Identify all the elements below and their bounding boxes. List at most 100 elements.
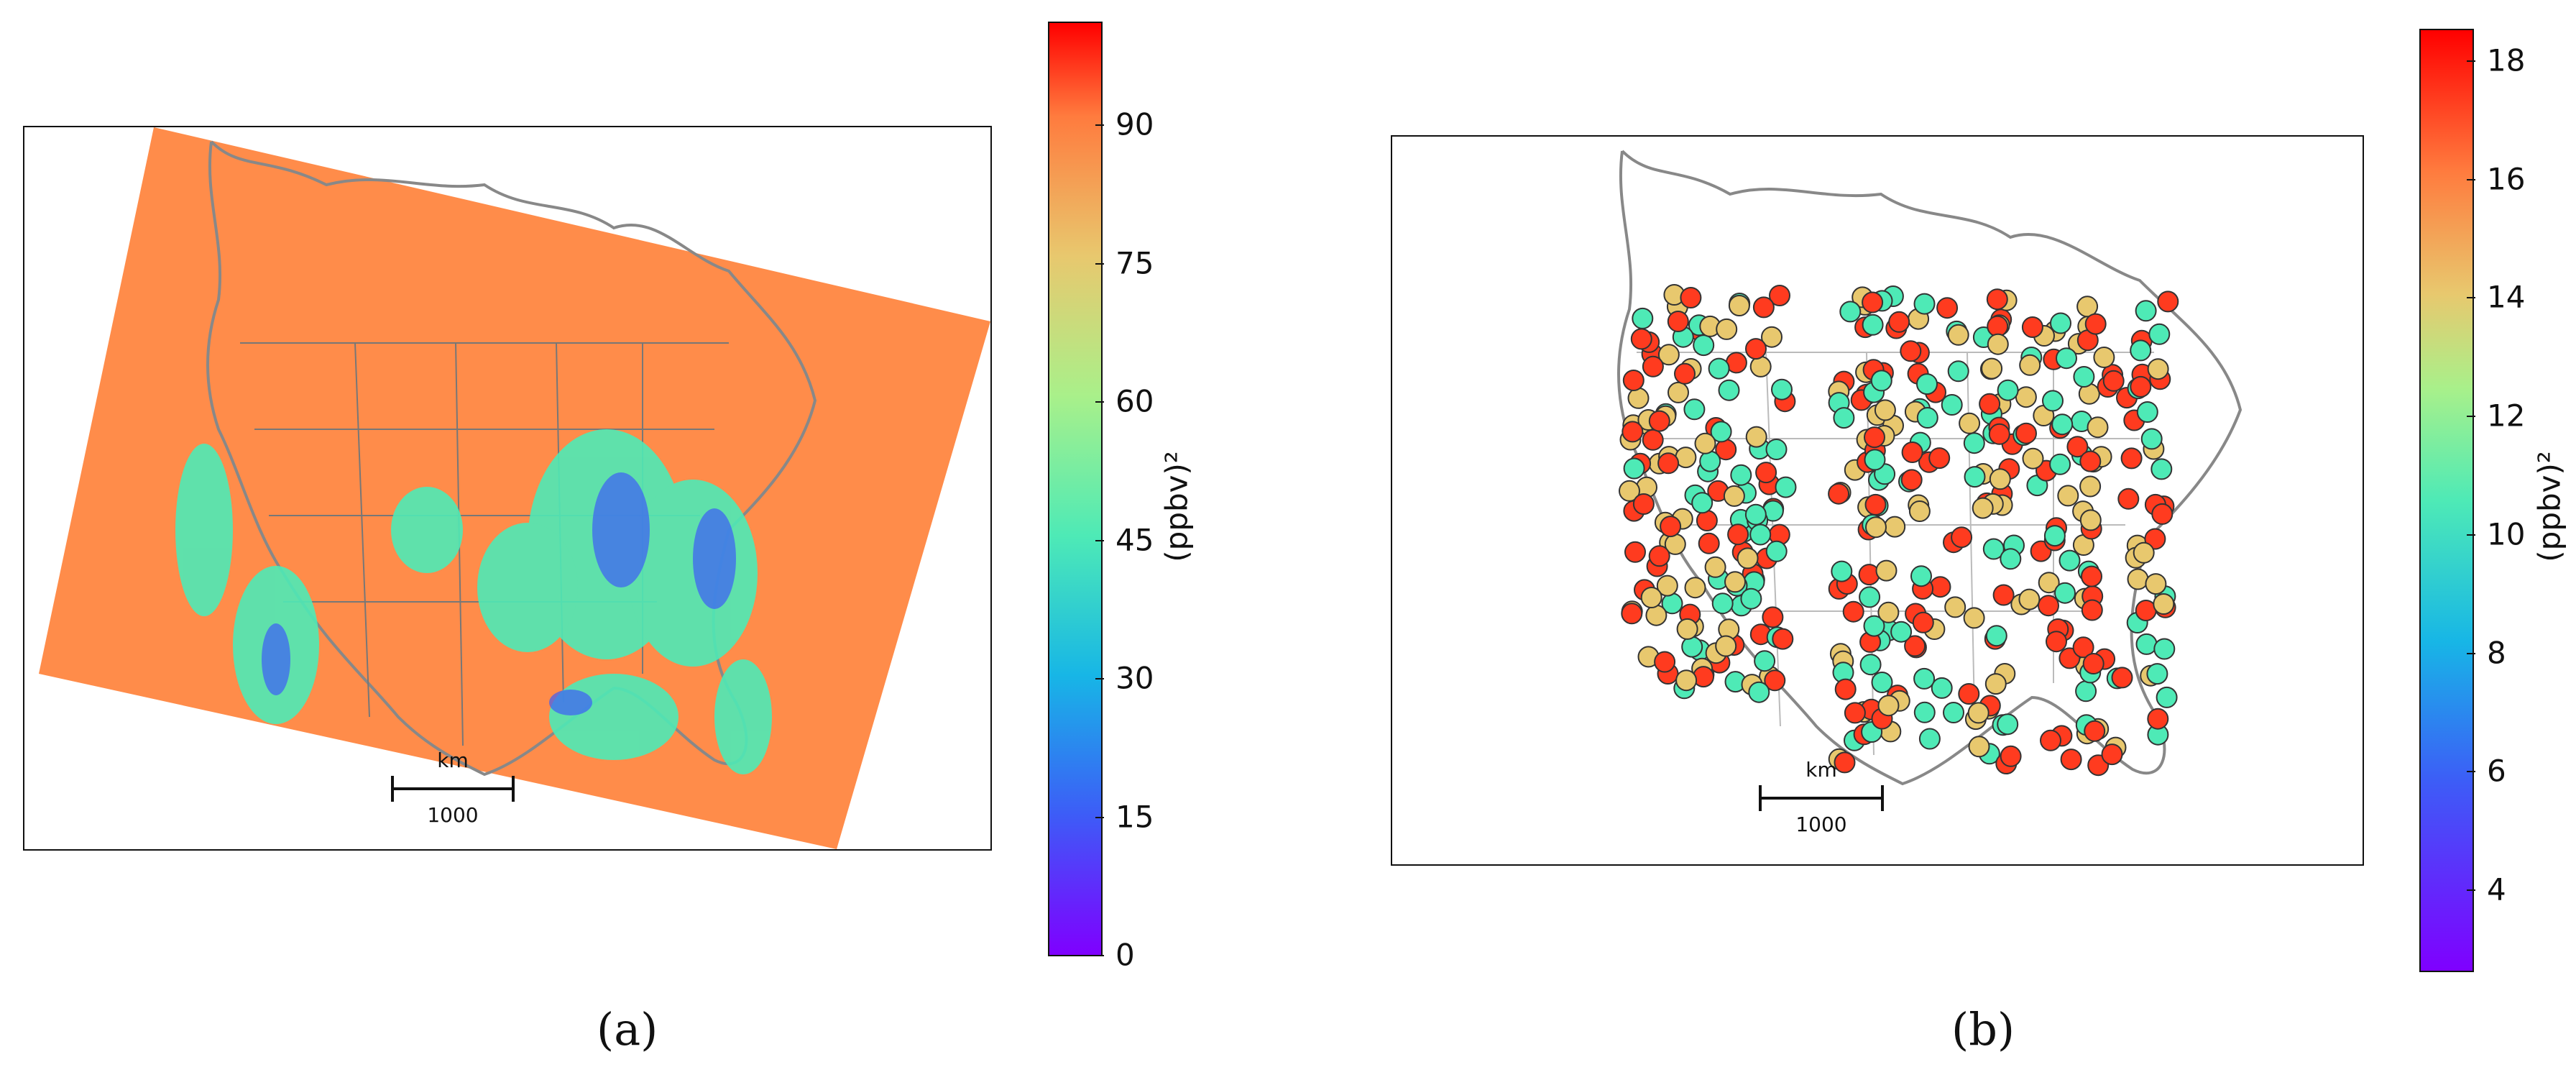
station-point — [2144, 528, 2166, 550]
station-point — [1772, 628, 1794, 650]
station-point — [1863, 615, 1885, 637]
station-point — [1675, 669, 1698, 692]
map-b-svg: km 1000 — [1617, 150, 2242, 836]
station-point — [2087, 416, 2109, 439]
station-point — [1754, 650, 1776, 672]
station-point — [1918, 728, 1941, 750]
station-point — [1764, 669, 1786, 692]
station-point — [1674, 362, 1696, 385]
station-point — [1627, 387, 1650, 409]
station-point — [1683, 398, 1706, 421]
station-point — [2146, 663, 2168, 685]
station-point — [1724, 571, 1746, 593]
station-point — [1988, 423, 2010, 445]
station-point — [1985, 625, 2007, 647]
station-point — [2079, 509, 2102, 531]
station-point — [2018, 588, 2041, 610]
station-point — [2042, 390, 2064, 412]
station-point — [2015, 386, 2037, 408]
station-point — [1775, 476, 1797, 498]
station-cores — [262, 472, 736, 715]
station-point — [1828, 482, 1850, 505]
station-point — [1913, 293, 1936, 315]
station-point — [1749, 355, 1772, 377]
station-point — [2076, 296, 2099, 318]
station-point — [1900, 469, 1923, 491]
station-point — [2111, 667, 2133, 689]
station-point — [1748, 681, 1770, 703]
station-point — [1693, 334, 1715, 357]
station-point — [2043, 525, 2066, 547]
station-point — [1730, 464, 1752, 486]
station-point — [1865, 516, 1887, 539]
station-point — [2038, 595, 2059, 617]
station-point — [2019, 354, 2041, 376]
station-point — [1997, 379, 2019, 401]
station-point — [2102, 370, 2125, 392]
station-point — [1859, 586, 1881, 608]
station-point — [1656, 575, 1678, 597]
station-point — [1913, 667, 1936, 690]
station-point — [1833, 407, 1855, 429]
station-point — [1761, 326, 1782, 348]
station-point — [1642, 355, 1664, 377]
station-point — [1992, 584, 2015, 606]
station-point — [2056, 347, 2077, 370]
station-point — [1986, 288, 2008, 311]
station-point — [2130, 375, 2152, 398]
station-point — [1912, 611, 1934, 633]
station-point — [2157, 290, 2179, 313]
station-point — [1769, 285, 1790, 306]
station-point — [2153, 593, 2175, 615]
station-point — [2081, 599, 2103, 621]
station-point — [1931, 677, 1953, 699]
station-point — [2066, 436, 2089, 458]
map-panel-a: km 1000 — [23, 126, 992, 851]
station-point — [1884, 516, 1906, 538]
station-point — [1997, 713, 2019, 736]
station-point — [1723, 485, 1745, 507]
station-point — [1913, 701, 1936, 723]
station-point — [2135, 633, 2158, 655]
station-point — [1704, 556, 1726, 578]
station-point — [1623, 457, 1645, 480]
station-point — [1862, 314, 1884, 336]
station-point — [1640, 587, 1662, 608]
station-point — [1916, 407, 1938, 429]
station-point — [1910, 565, 1932, 587]
station-point — [1728, 295, 1750, 316]
station-point — [2000, 548, 2022, 570]
station-point — [1964, 466, 1986, 488]
station-point — [1888, 311, 1910, 333]
scale-bar-b — [1759, 785, 1884, 811]
station-point — [1981, 357, 2003, 380]
station-point — [1740, 587, 1762, 610]
station-point — [1877, 695, 1900, 717]
station-point — [1749, 523, 1772, 546]
station-point — [1864, 493, 1887, 516]
station-point — [1727, 523, 1749, 546]
station-point — [2150, 458, 2173, 480]
station-point — [2000, 745, 2022, 767]
station-point — [1745, 426, 1767, 448]
map-panel-b: km 1000 — [1391, 135, 2364, 866]
station-point — [1982, 538, 2005, 560]
station-point — [1864, 426, 1885, 449]
station-point — [1622, 370, 1644, 391]
station-point — [2148, 323, 2171, 345]
station-point — [1708, 357, 1730, 380]
station-point — [1947, 360, 1969, 383]
scale-bar-a — [391, 776, 515, 802]
station-point — [2060, 749, 2082, 771]
station-point — [2120, 447, 2143, 470]
station-point — [1632, 493, 1655, 515]
station-point — [1834, 678, 1857, 700]
station-point — [1691, 492, 1714, 514]
station-point — [2046, 631, 2067, 653]
station-point — [2133, 541, 2155, 564]
station-point — [1622, 421, 1644, 443]
station-point — [2084, 720, 2106, 742]
station-point — [2117, 488, 2140, 510]
station-point — [2081, 565, 2102, 587]
station-point — [1908, 500, 1931, 522]
